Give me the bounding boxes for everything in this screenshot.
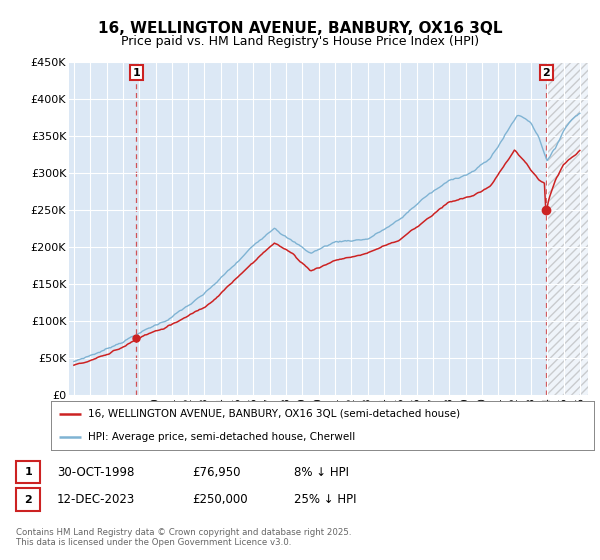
Text: £250,000: £250,000 [192,493,248,506]
Text: Contains HM Land Registry data © Crown copyright and database right 2025.
This d: Contains HM Land Registry data © Crown c… [16,528,352,547]
Text: HPI: Average price, semi-detached house, Cherwell: HPI: Average price, semi-detached house,… [88,432,355,442]
Text: 2: 2 [542,68,550,78]
Text: 8% ↓ HPI: 8% ↓ HPI [294,465,349,479]
Bar [547,62,600,395]
Text: 16, WELLINGTON AVENUE, BANBURY, OX16 3QL (semi-detached house): 16, WELLINGTON AVENUE, BANBURY, OX16 3QL… [88,409,460,419]
Text: £76,950: £76,950 [192,465,241,479]
Text: 30-OCT-1998: 30-OCT-1998 [57,465,134,479]
Text: Price paid vs. HM Land Registry's House Price Index (HPI): Price paid vs. HM Land Registry's House … [121,35,479,48]
Text: 1: 1 [133,68,140,78]
Text: 12-DEC-2023: 12-DEC-2023 [57,493,135,506]
Text: 16, WELLINGTON AVENUE, BANBURY, OX16 3QL: 16, WELLINGTON AVENUE, BANBURY, OX16 3QL [98,21,502,36]
Text: 2: 2 [25,494,32,505]
Text: 1: 1 [25,467,32,477]
Text: 25% ↓ HPI: 25% ↓ HPI [294,493,356,506]
